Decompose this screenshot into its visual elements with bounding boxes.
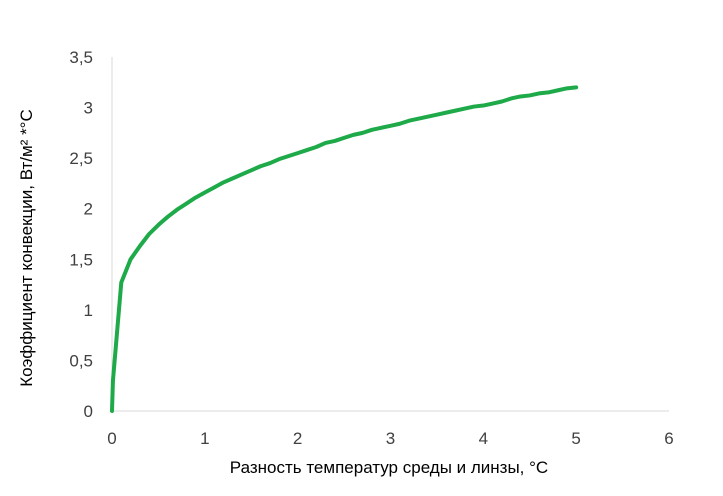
y-tick-label: 2 xyxy=(84,200,93,219)
x-tick-label: 4 xyxy=(479,429,488,448)
y-tick-label: 3 xyxy=(84,99,93,118)
y-tick-label: 1,5 xyxy=(69,250,93,269)
x-tick-label: 2 xyxy=(293,429,302,448)
y-tick-label: 3,5 xyxy=(69,48,93,67)
x-tick-label: 3 xyxy=(386,429,395,448)
x-tick-label: 0 xyxy=(107,429,116,448)
y-tick-label: 1 xyxy=(84,301,93,320)
y-axis: 0 0,5 1 1,5 2 2,5 3 3,5 xyxy=(69,48,113,421)
x-tick-label: 5 xyxy=(571,429,580,448)
y-tick-label: 2,5 xyxy=(69,149,93,168)
x-axis: 0 1 2 3 4 5 6 xyxy=(107,410,674,448)
y-tick-label: 0,5 xyxy=(69,351,93,370)
y-tick-label: 0 xyxy=(84,402,93,421)
series-line xyxy=(110,85,579,413)
series-layer xyxy=(110,85,579,413)
x-tick-label: 1 xyxy=(200,429,209,448)
x-tick-label: 6 xyxy=(664,429,673,448)
x-axis-title: Разность температур среды и линзы, °C xyxy=(230,458,548,477)
y-axis-title: Коэффициент конвекции, Вт/м² *°C xyxy=(17,109,36,387)
